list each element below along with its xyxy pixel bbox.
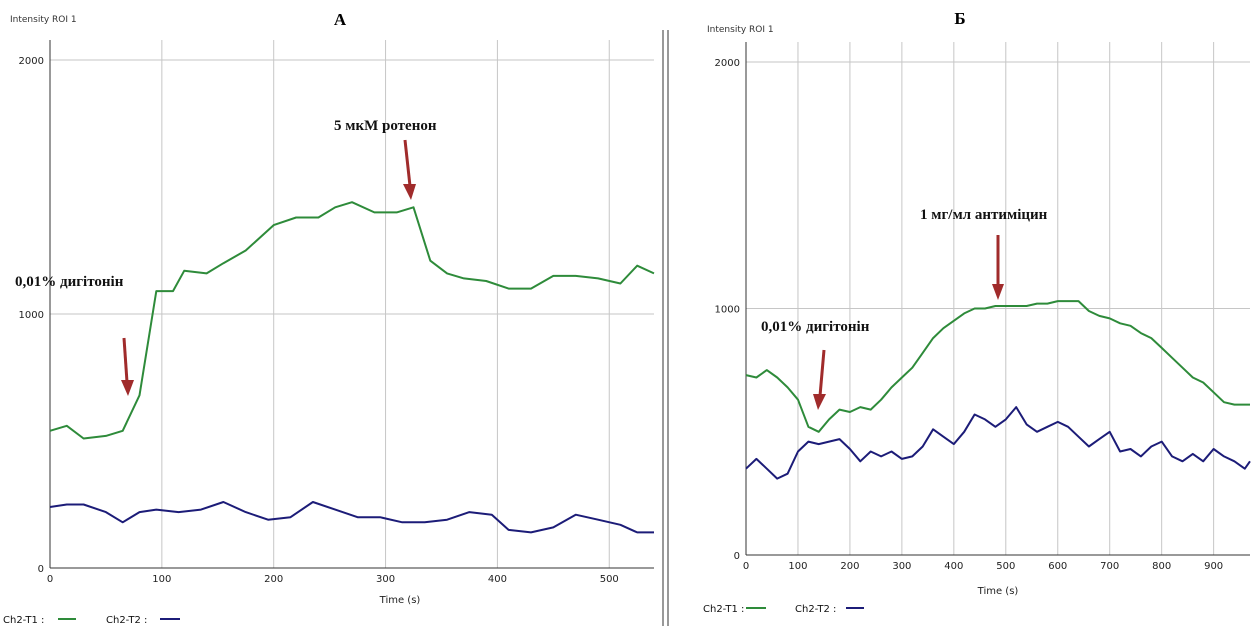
panel-b-gridlines	[745, 42, 1250, 556]
panel-b-annotation-antimycin: 1 мг/мл антиміцин	[920, 207, 1048, 223]
panel-a-y-tick-0: 0	[38, 564, 44, 575]
panel-b-y-tick-2: 2000	[715, 58, 740, 69]
panel-b-x-tick-5: 500	[996, 561, 1015, 572]
panel-b-series	[745, 300, 1251, 480]
panel-b-x-tick-4: 400	[944, 561, 963, 572]
panel-a-gridlines	[49, 40, 654, 569]
panel-b-ticks: 0 100 200 300 400 500 600 700 800 900 0 1000 2000	[715, 58, 1224, 572]
panel-a-series	[49, 201, 655, 534]
panel-a-y-tick-2: 2000	[19, 56, 44, 67]
panel-b-x-tick-8: 800	[1152, 561, 1171, 572]
panel-divider	[662, 30, 669, 626]
panel-b-legend-t2-label: Ch2-T2 :	[795, 604, 836, 615]
panel-b-y-tick-1: 1000	[715, 305, 740, 316]
panel-a-x-tick-5: 500	[600, 574, 619, 585]
panel-a-series-t2-line	[49, 501, 654, 534]
panel-b-x-tick-1: 100	[788, 561, 807, 572]
panel-a-y-tick-1: 1000	[19, 310, 44, 321]
panel-b-y-tick-0: 0	[734, 551, 740, 562]
panel-a-series-t1-line	[49, 201, 655, 440]
panel-a-arrow-rotenone	[403, 139, 416, 200]
panel-a-x-tick-1: 100	[152, 574, 171, 585]
panel-b-x-tick-2: 200	[840, 561, 859, 572]
panel-b-x-label: Time (s)	[977, 586, 1019, 597]
panel-b-x-tick-3: 300	[892, 561, 911, 572]
panel-b-series-t2-line	[745, 406, 1251, 480]
panel-a-arrow-digitonin	[121, 337, 134, 396]
panel-a-legend-t1-label: Ch2-T1 :	[3, 615, 44, 626]
panel-a-ticks: 0 100 200 300 400 500 0 1000 2000	[19, 56, 619, 585]
panel-a-x-tick-0: 0	[47, 574, 53, 585]
panel-a-y-label: Intensity ROI 1	[10, 15, 77, 25]
panel-a: А Intensity ROI 1 0 100 200 300 400 500 0 1000 2…	[3, 10, 655, 626]
panel-b: Б Intensity ROI 1 0 100 200 300 400 500 600 700…	[703, 9, 1251, 615]
panel-b-arrow-antimycin	[992, 235, 1004, 300]
panel-b-x-tick-9: 900	[1204, 561, 1223, 572]
panel-b-series-t1-line	[745, 300, 1250, 433]
panel-a-x-tick-4: 400	[488, 574, 507, 585]
panel-a-annotation-digitonin: 0,01% дигітонін	[15, 274, 124, 290]
panel-b-annotation-digitonin: 0,01% дигітонін	[761, 319, 870, 335]
panel-a-annotation-rotenone: 5 мкМ ротенон	[334, 118, 437, 134]
panel-a-x-tick-3: 300	[376, 574, 395, 585]
panel-b-arrow-digitonin	[813, 349, 826, 410]
panel-b-title: Б	[954, 9, 965, 28]
panel-a-x-label: Time (s)	[379, 595, 421, 606]
panel-b-x-tick-6: 600	[1048, 561, 1067, 572]
panel-b-x-tick-7: 700	[1100, 561, 1119, 572]
panel-b-y-label: Intensity ROI 1	[707, 25, 774, 35]
panel-b-legend-t1-label: Ch2-T1 :	[703, 604, 744, 615]
panel-a-title: А	[334, 10, 347, 29]
panel-a-legend-t2-label: Ch2-T2 :	[106, 615, 147, 626]
panel-b-x-tick-0: 0	[743, 561, 749, 572]
panel-a-x-tick-2: 200	[264, 574, 283, 585]
